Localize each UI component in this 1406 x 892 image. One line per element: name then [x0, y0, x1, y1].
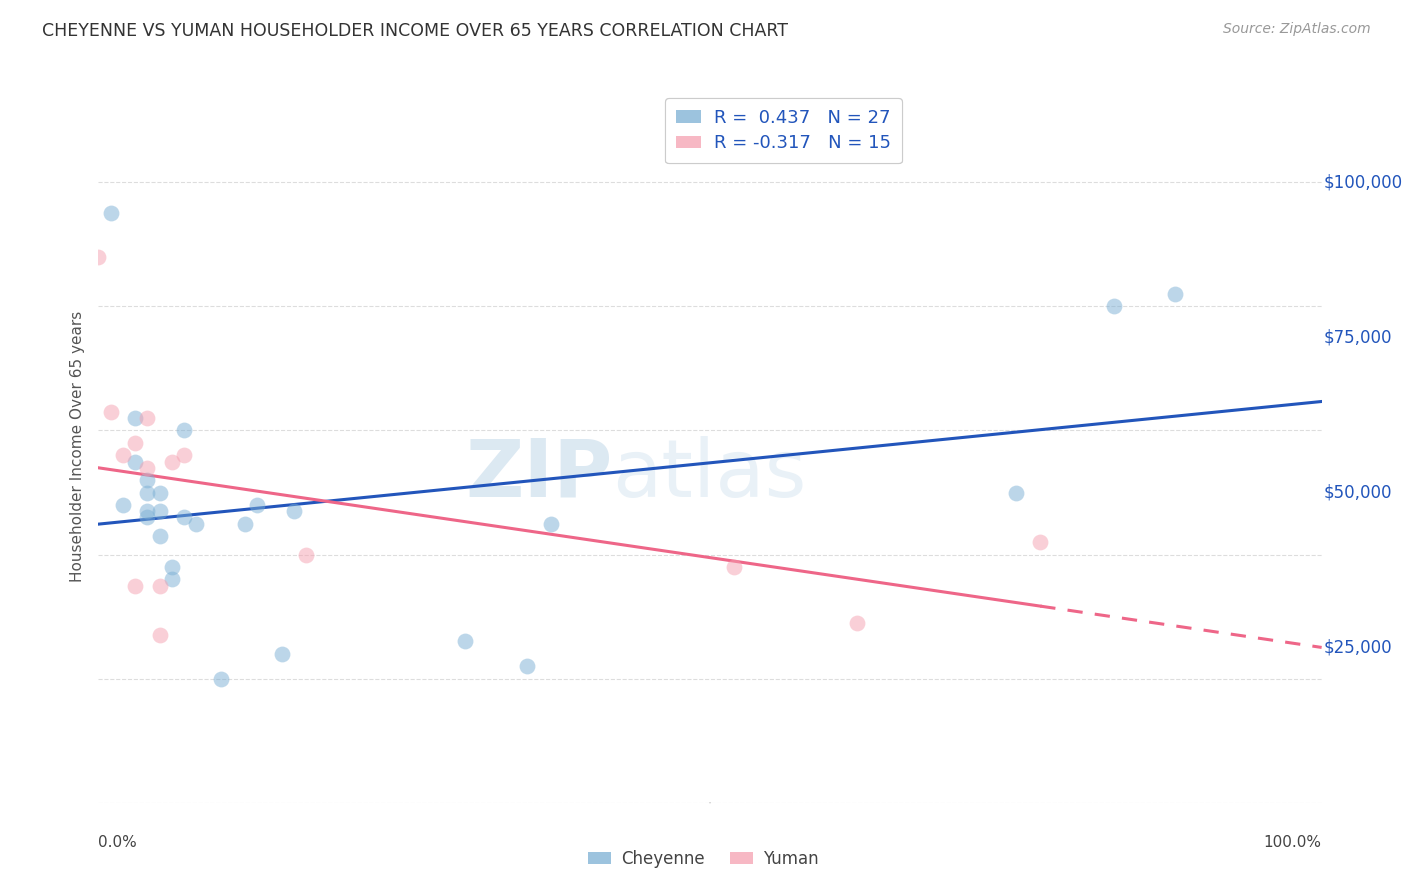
Point [1102, 299, 1125, 313]
Point [723, 560, 745, 574]
Point [173, 448, 195, 462]
Point [124, 411, 146, 425]
Point [295, 548, 318, 562]
Point [149, 504, 172, 518]
Point [136, 510, 159, 524]
Point [136, 485, 159, 500]
Point [209, 672, 232, 686]
Text: ZIP: ZIP [465, 435, 612, 514]
Text: 100.0%: 100.0% [1264, 836, 1322, 850]
Legend: R =  0.437   N = 27, R = -0.317   N = 15: R = 0.437 N = 27, R = -0.317 N = 15 [665, 98, 901, 163]
Point [160, 573, 183, 587]
Point [149, 579, 172, 593]
Point [270, 647, 294, 661]
Point [1164, 287, 1187, 301]
Legend: Cheyenne, Yuman: Cheyenne, Yuman [581, 844, 825, 875]
Point [124, 436, 146, 450]
Text: $50,000: $50,000 [1324, 483, 1392, 501]
Text: $75,000: $75,000 [1324, 328, 1392, 346]
Point [1029, 535, 1052, 549]
Text: $25,000: $25,000 [1324, 639, 1393, 657]
Point [149, 529, 172, 543]
Text: Source: ZipAtlas.com: Source: ZipAtlas.com [1223, 22, 1371, 37]
Point [100, 405, 122, 419]
Text: 0.0%: 0.0% [98, 836, 138, 850]
Text: $100,000: $100,000 [1324, 173, 1403, 191]
Point [136, 473, 159, 487]
Point [173, 510, 195, 524]
Point [540, 516, 562, 531]
Point [160, 560, 183, 574]
Point [845, 615, 868, 630]
Y-axis label: Householder Income Over 65 years: Householder Income Over 65 years [69, 310, 84, 582]
Point [160, 454, 183, 468]
Point [136, 504, 159, 518]
Text: CHEYENNE VS YUMAN HOUSEHOLDER INCOME OVER 65 YEARS CORRELATION CHART: CHEYENNE VS YUMAN HOUSEHOLDER INCOME OVE… [42, 22, 789, 40]
Point [136, 411, 159, 425]
Point [1004, 485, 1026, 500]
Point [233, 516, 256, 531]
Point [515, 659, 537, 673]
Point [124, 579, 146, 593]
Text: atlas: atlas [612, 435, 807, 514]
Point [149, 628, 172, 642]
Point [111, 498, 134, 512]
Point [111, 448, 134, 462]
Point [283, 504, 305, 518]
Point [100, 206, 122, 220]
Point [173, 424, 195, 438]
Point [246, 498, 269, 512]
Point [87, 250, 110, 264]
Point [136, 460, 159, 475]
Point [149, 485, 172, 500]
Point [124, 454, 146, 468]
Point [186, 516, 208, 531]
Point [454, 634, 477, 648]
